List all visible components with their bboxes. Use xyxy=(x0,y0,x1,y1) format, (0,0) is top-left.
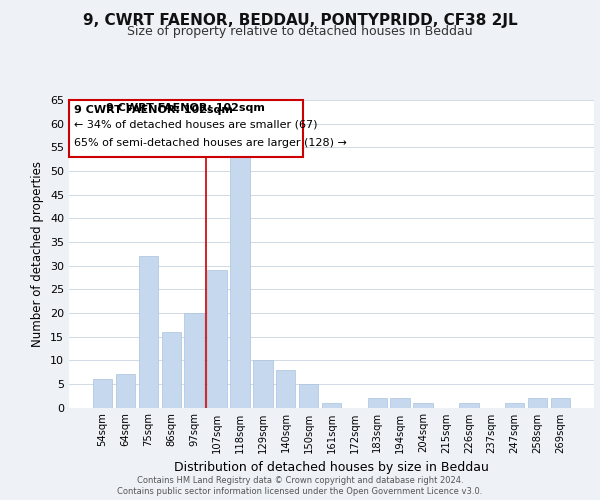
Bar xyxy=(299,384,319,407)
Bar xyxy=(116,374,135,408)
Bar xyxy=(368,398,387,407)
Text: Contains public sector information licensed under the Open Government Licence v3: Contains public sector information licen… xyxy=(118,488,482,496)
X-axis label: Distribution of detached houses by size in Beddau: Distribution of detached houses by size … xyxy=(174,461,489,474)
Text: ← 34% of detached houses are smaller (67): ← 34% of detached houses are smaller (67… xyxy=(74,120,318,130)
Bar xyxy=(505,403,524,407)
Bar xyxy=(93,379,112,408)
Bar xyxy=(391,398,410,407)
Bar xyxy=(208,270,227,407)
Bar xyxy=(161,332,181,407)
Bar xyxy=(253,360,272,408)
Text: 9 CWRT FAENOR: 102sqm: 9 CWRT FAENOR: 102sqm xyxy=(106,103,265,113)
Bar xyxy=(413,403,433,407)
Bar xyxy=(459,403,479,407)
Text: 9 CWRT FAENOR: 102sqm: 9 CWRT FAENOR: 102sqm xyxy=(74,104,233,115)
Text: 65% of semi-detached houses are larger (128) →: 65% of semi-detached houses are larger (… xyxy=(74,138,347,148)
Text: Contains HM Land Registry data © Crown copyright and database right 2024.: Contains HM Land Registry data © Crown c… xyxy=(137,476,463,485)
Bar xyxy=(551,398,570,407)
Bar xyxy=(276,370,295,408)
Text: 9, CWRT FAENOR, BEDDAU, PONTYPRIDD, CF38 2JL: 9, CWRT FAENOR, BEDDAU, PONTYPRIDD, CF38… xyxy=(83,12,517,28)
FancyBboxPatch shape xyxy=(69,100,302,157)
Bar xyxy=(230,152,250,407)
Bar xyxy=(528,398,547,407)
Text: Size of property relative to detached houses in Beddau: Size of property relative to detached ho… xyxy=(127,25,473,38)
Bar xyxy=(184,313,204,408)
Bar xyxy=(322,403,341,407)
Bar xyxy=(139,256,158,408)
Y-axis label: Number of detached properties: Number of detached properties xyxy=(31,161,44,347)
